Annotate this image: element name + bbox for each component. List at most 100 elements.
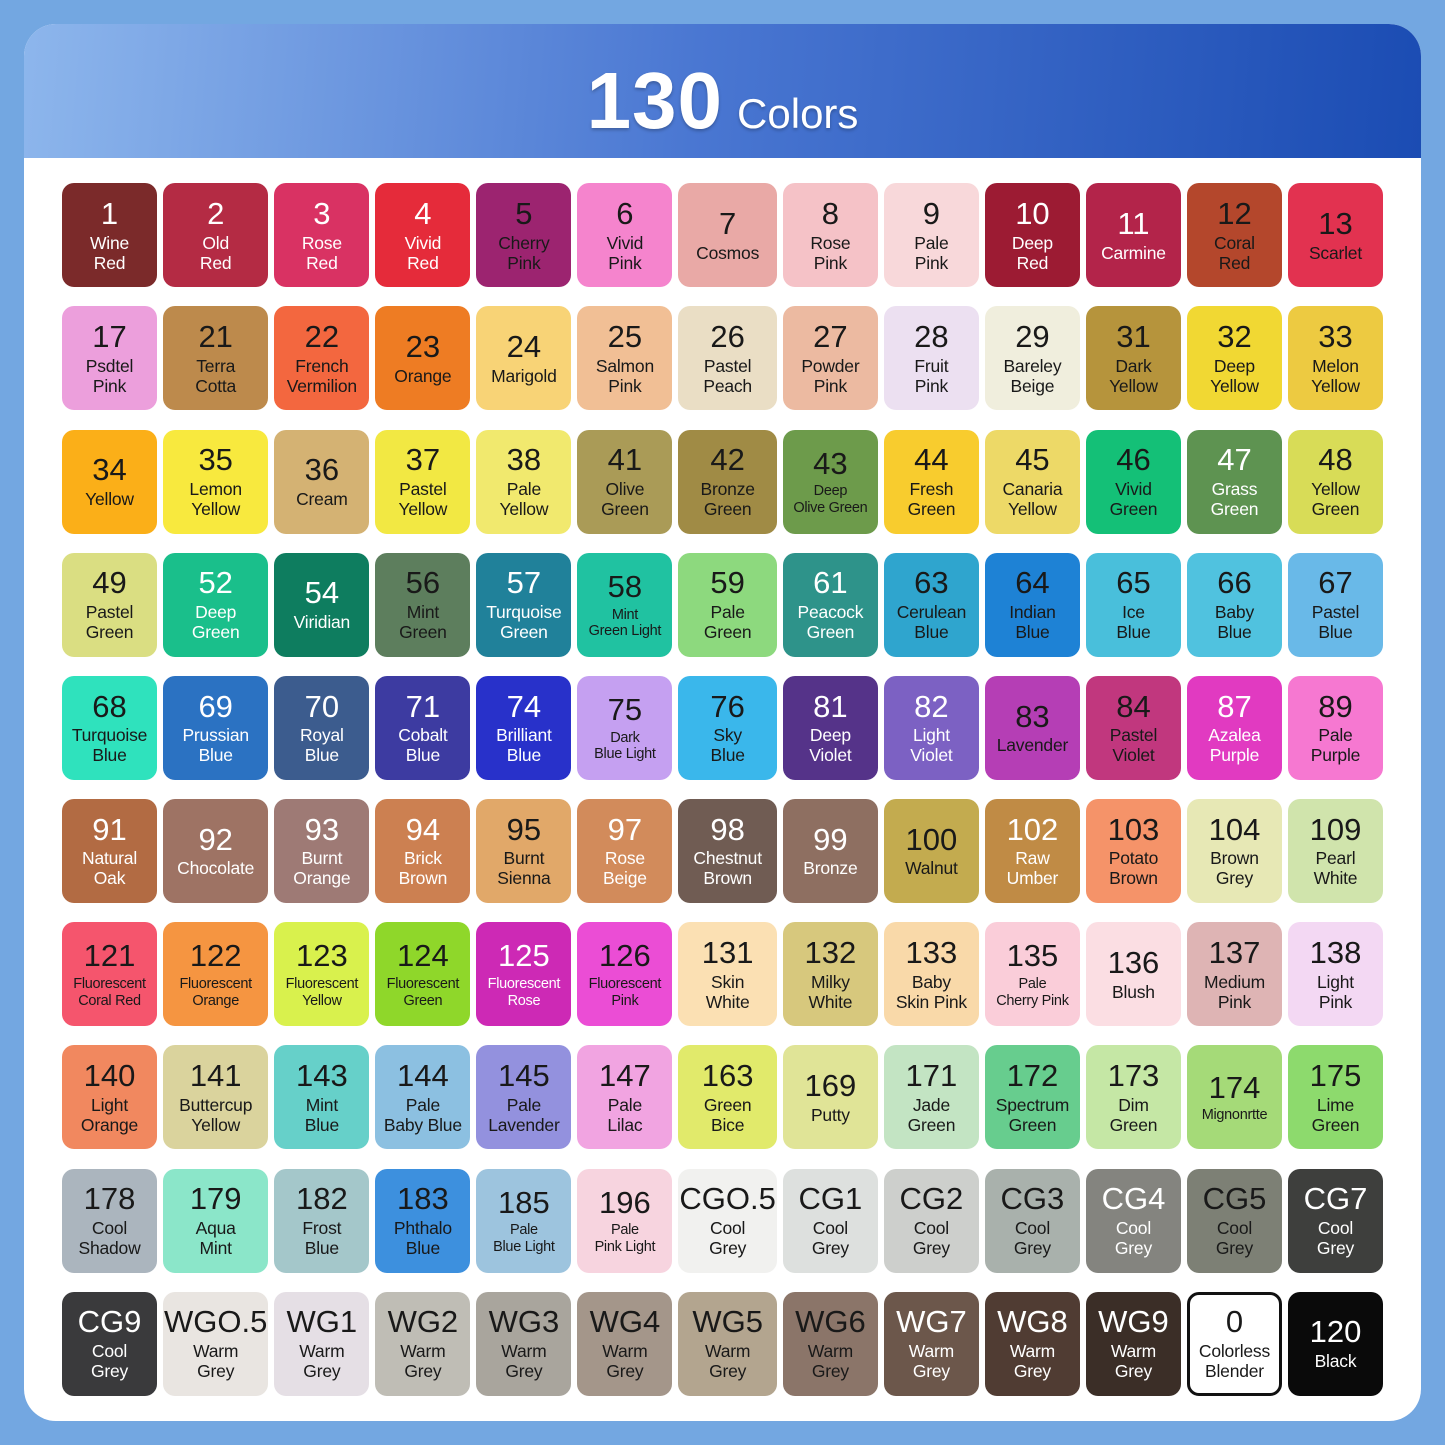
swatch-name: Cream bbox=[296, 488, 348, 509]
color-swatch: 126 Fluorescent Pink bbox=[577, 922, 673, 1027]
color-swatch: WG1 Warm Grey bbox=[274, 1291, 370, 1396]
swatch-name: Deep Green bbox=[191, 602, 240, 643]
swatch-name: Cobalt Blue bbox=[398, 725, 448, 766]
swatch-name: Pastel Peach bbox=[703, 355, 752, 396]
color-swatch: 17 Psdtel Pink bbox=[62, 306, 158, 411]
color-swatch: 21 Terra Cotta bbox=[163, 306, 269, 411]
swatch-number: 43 bbox=[813, 445, 848, 481]
swatch-name: Pale Pink Light bbox=[594, 1222, 656, 1255]
swatch-number: 136 bbox=[1107, 944, 1160, 980]
swatch-name: Pale Cherry Pink bbox=[996, 976, 1069, 1009]
swatch-number: 27 bbox=[813, 319, 848, 355]
color-swatch: 63 Cerulean Blue bbox=[883, 552, 979, 657]
swatch-name: Fluorescent Green bbox=[386, 976, 460, 1009]
swatch-name: Melon Yellow bbox=[1311, 355, 1360, 396]
swatch-number: 126 bbox=[599, 938, 651, 974]
color-swatch: 56 Mint Green bbox=[375, 552, 471, 657]
color-swatch: 183 Phthalo Blue bbox=[375, 1168, 471, 1273]
swatch-name: Bronze Green bbox=[700, 478, 755, 519]
swatch-name: Cerulean Blue bbox=[896, 602, 967, 643]
color-grid: 1 Wine Red 2 Old Red 3 Rose Red 4 Vivid Red … bbox=[24, 158, 1421, 1421]
swatch-name: Pale Green bbox=[703, 602, 752, 643]
swatch-number: 6 bbox=[616, 195, 634, 231]
swatch-name: Warm Grey bbox=[602, 1341, 648, 1382]
color-swatch: 13 Scarlet bbox=[1287, 183, 1383, 288]
color-swatch: CG5 Cool Grey bbox=[1186, 1168, 1282, 1273]
swatch-name: Natural Oak bbox=[82, 848, 138, 889]
color-swatch: 133 Baby Skin Pink bbox=[883, 922, 979, 1027]
swatch-name: Brick Brown bbox=[398, 848, 448, 889]
swatch-number: 68 bbox=[92, 688, 127, 724]
swatch-number: 163 bbox=[701, 1058, 754, 1094]
swatch-number: 36 bbox=[304, 452, 340, 488]
swatch-number: WG5 bbox=[692, 1304, 763, 1340]
swatch-number: 46 bbox=[1116, 442, 1151, 478]
swatch-name: Frost Blue bbox=[302, 1217, 342, 1258]
color-swatch: 0 Colorless Blender bbox=[1186, 1291, 1282, 1396]
color-swatch: 24 Marigold bbox=[476, 306, 572, 411]
swatch-number: 99 bbox=[813, 821, 848, 857]
color-swatch: 54 Viridian bbox=[274, 552, 370, 657]
swatch-name: Blush bbox=[1112, 981, 1155, 1002]
swatch-number: 3 bbox=[313, 195, 331, 231]
swatch-number: WGO.5 bbox=[164, 1304, 268, 1340]
swatch-number: 123 bbox=[296, 938, 348, 974]
color-swatch: 41 Olive Green bbox=[577, 429, 673, 534]
swatch-number: 121 bbox=[83, 938, 136, 974]
swatch-name: Green Bice bbox=[703, 1094, 752, 1135]
color-swatch: WG3 Warm Grey bbox=[476, 1291, 572, 1396]
swatch-number: WG6 bbox=[795, 1304, 866, 1340]
swatch-name: Royal Blue bbox=[299, 725, 344, 766]
swatch-name: Canaria Yellow bbox=[1002, 478, 1063, 519]
color-swatch: 122 Fluorescent Orange bbox=[163, 922, 269, 1027]
color-swatch: 64 Indian Blue bbox=[984, 552, 1080, 657]
swatch-number: 64 bbox=[1015, 565, 1050, 601]
swatch-name: Fluorescent Rose bbox=[487, 976, 561, 1009]
swatch-number: 61 bbox=[813, 565, 848, 601]
swatch-name: Fluorescent Yellow bbox=[285, 976, 359, 1009]
swatch-number: 59 bbox=[710, 565, 745, 601]
color-swatch: CG7 Cool Grey bbox=[1287, 1168, 1383, 1273]
swatch-number: 7 bbox=[719, 205, 737, 241]
swatch-name: Marigold bbox=[491, 365, 557, 386]
swatch-name: Lavender bbox=[996, 735, 1069, 756]
color-swatch: 48 Yellow Green bbox=[1287, 429, 1383, 534]
color-swatch: 100 Walnut bbox=[883, 799, 979, 904]
color-swatch: 4 Vivid Red bbox=[375, 183, 471, 288]
swatch-number: 196 bbox=[599, 1184, 651, 1220]
color-swatch: 23 Orange bbox=[375, 306, 471, 411]
color-swatch: 7 Cosmos bbox=[678, 183, 777, 288]
swatch-number: 22 bbox=[304, 319, 340, 355]
swatch-number: 102 bbox=[1006, 811, 1059, 847]
swatch-number: 179 bbox=[189, 1181, 242, 1217]
swatch-number: 145 bbox=[498, 1058, 550, 1094]
swatch-name: Deep Violet bbox=[809, 725, 852, 766]
swatch-name: Pale Lavender bbox=[488, 1094, 560, 1135]
swatch-number: 54 bbox=[304, 575, 340, 611]
swatch-number: 175 bbox=[1309, 1058, 1362, 1094]
swatch-name: French Vermilion bbox=[286, 355, 357, 396]
chart-title: 130 Colors bbox=[587, 46, 859, 156]
swatch-number: 17 bbox=[92, 319, 127, 355]
swatch-name: Brilliant Blue bbox=[496, 725, 552, 766]
swatch-number: 38 bbox=[506, 442, 542, 478]
swatch-number: 33 bbox=[1318, 319, 1353, 355]
swatch-number: 169 bbox=[804, 1068, 857, 1104]
color-swatch: 182 Frost Blue bbox=[274, 1168, 370, 1273]
swatch-name: Warm Grey bbox=[705, 1341, 751, 1382]
swatch-number: 31 bbox=[1116, 319, 1151, 355]
swatch-number: 29 bbox=[1015, 319, 1050, 355]
swatch-name: Cool Grey bbox=[1215, 1217, 1254, 1258]
swatch-number: 28 bbox=[914, 319, 949, 355]
swatch-number: WG7 bbox=[896, 1304, 967, 1340]
swatch-number: WG3 bbox=[488, 1304, 560, 1340]
color-swatch: CG9 Cool Grey bbox=[62, 1291, 158, 1396]
swatch-name: Dim Green bbox=[1109, 1094, 1158, 1135]
color-swatch: 169 Putty bbox=[782, 1045, 878, 1150]
swatch-name: Spectrum Green bbox=[995, 1094, 1070, 1135]
swatch-name: Cool Grey bbox=[912, 1217, 950, 1258]
swatch-name: Cool Grey bbox=[90, 1341, 129, 1382]
swatch-number: WG4 bbox=[589, 1304, 661, 1340]
color-swatch: 97 Rose Beige bbox=[577, 799, 673, 904]
chart-header: 130 Colors bbox=[24, 24, 1421, 158]
